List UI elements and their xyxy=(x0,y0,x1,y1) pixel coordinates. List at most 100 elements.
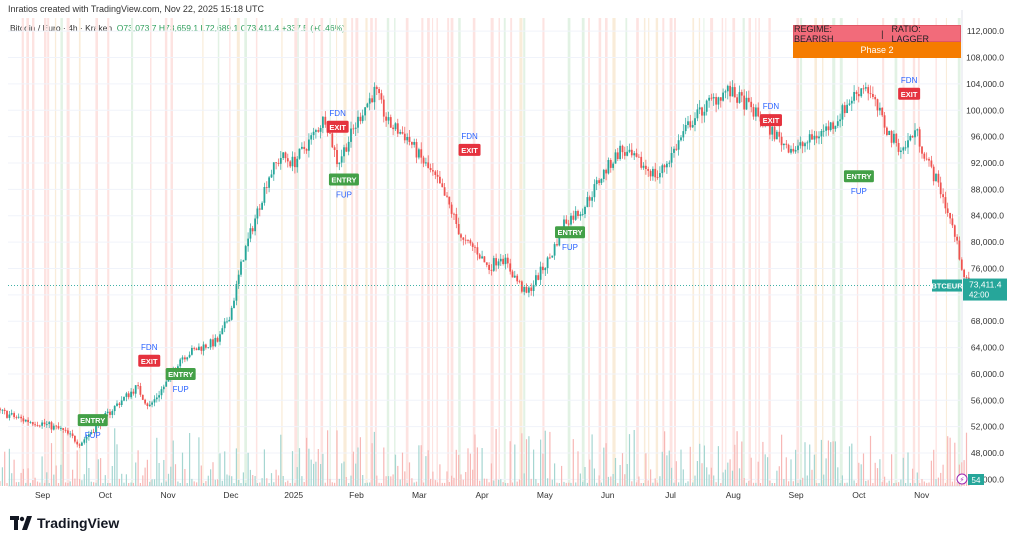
volume-bar xyxy=(48,483,50,486)
volume-bar xyxy=(944,482,946,486)
exit-signal[interactable]: EXIT FDN xyxy=(138,343,161,367)
candle xyxy=(368,98,371,104)
volume-bar xyxy=(825,458,827,486)
regime-stripe xyxy=(351,18,354,486)
volume-bar xyxy=(6,483,8,486)
regime-stripe xyxy=(662,18,665,486)
candle xyxy=(165,381,168,387)
volume-bar xyxy=(238,479,240,486)
volume-bar xyxy=(69,481,71,486)
candle xyxy=(794,150,797,152)
entry-signal[interactable]: ENTRY FUP xyxy=(555,226,586,252)
candle xyxy=(148,404,151,407)
candle xyxy=(747,97,750,102)
entry-signal[interactable]: ENTRY FUP xyxy=(77,414,108,440)
candle xyxy=(808,134,811,143)
volume-bar xyxy=(685,482,687,486)
entry-label: ENTRY xyxy=(846,172,871,181)
price-tick-label: 88,000.0 xyxy=(971,184,1004,194)
candle xyxy=(139,386,142,395)
volume-bar xyxy=(509,441,511,486)
candle xyxy=(682,131,685,138)
volume-bar xyxy=(834,441,836,486)
exit-signal[interactable]: EXIT FDN xyxy=(458,132,481,156)
candle xyxy=(52,425,55,430)
price-chart[interactable]: 44,000.0 48,000.0 52,000.0 56,000.0 60,000.0… xyxy=(0,0,1024,510)
candle xyxy=(228,319,231,322)
volume-bar xyxy=(189,433,191,486)
volume-bar xyxy=(277,475,280,486)
regime-stripe xyxy=(710,18,714,486)
volume-bar xyxy=(703,445,705,486)
candle xyxy=(296,158,299,168)
volume-bar xyxy=(57,483,60,486)
volume-bar xyxy=(29,482,31,486)
exit-signal[interactable]: EXIT FDN xyxy=(326,109,349,133)
candle xyxy=(134,385,137,394)
volume-bar xyxy=(530,478,532,486)
volume-bar xyxy=(439,464,441,486)
candle xyxy=(780,136,783,146)
candle xyxy=(626,151,629,156)
candle xyxy=(668,162,671,164)
volume-bar xyxy=(797,483,799,486)
candle xyxy=(776,131,778,140)
candle xyxy=(518,281,521,283)
volume-bar xyxy=(542,453,544,486)
volume-bar xyxy=(872,483,874,486)
volume-bar xyxy=(27,468,29,486)
time-tick-label: Jun xyxy=(601,490,615,500)
volume-bar xyxy=(867,480,869,486)
candle xyxy=(614,152,617,164)
regime-stripe xyxy=(472,18,476,486)
candle xyxy=(483,256,486,263)
volume-bar xyxy=(783,479,785,486)
volume-bar xyxy=(0,481,1,486)
regime-stripe xyxy=(297,18,299,486)
candle xyxy=(403,133,406,141)
volume-bar xyxy=(535,479,537,486)
volume-bar xyxy=(472,469,474,486)
entry-badge xyxy=(843,170,874,183)
volume-bar xyxy=(275,469,277,486)
regime-stripe xyxy=(510,18,513,486)
volume-bar xyxy=(846,482,848,486)
volume-bar xyxy=(408,462,411,486)
candle xyxy=(680,137,682,141)
volume-bar xyxy=(20,472,22,486)
regime-stripe xyxy=(894,18,898,486)
regime-stripe xyxy=(498,18,500,486)
exit-signal[interactable]: EXIT FDN xyxy=(898,76,921,100)
last-price-tag[interactable]: BTCEUR 73,411.442:00 xyxy=(931,278,1007,301)
candle xyxy=(876,99,879,111)
regime-stripes xyxy=(21,18,961,486)
volume-bar xyxy=(631,481,633,486)
candle xyxy=(537,275,540,280)
volume-bar xyxy=(715,482,717,486)
volume-bar xyxy=(111,466,113,486)
volume-bar xyxy=(757,461,759,486)
exit-label: EXIT xyxy=(461,146,478,155)
volume-bar xyxy=(135,462,137,486)
volume-bar xyxy=(752,482,755,486)
regime-stripe xyxy=(343,18,347,486)
entry-signal[interactable]: ENTRY FUP xyxy=(843,170,874,196)
candle xyxy=(607,160,610,174)
exit-signal[interactable]: EXIT FDN xyxy=(759,102,782,127)
candle xyxy=(623,152,626,156)
volume-bar xyxy=(366,482,368,486)
candle xyxy=(630,149,633,156)
ratio-label: RATIO: LAGGER xyxy=(891,23,929,44)
exit-label: EXIT xyxy=(901,90,918,99)
volume-bar xyxy=(518,479,521,486)
volume-bar xyxy=(160,482,163,486)
regime-stripe xyxy=(698,18,701,486)
entry-signal[interactable]: ENTRY FUP xyxy=(328,173,359,199)
regime-row: REGIME: BEARISH | RATIO: LAGGER xyxy=(793,23,961,44)
candle xyxy=(310,135,313,140)
entry-signal[interactable]: ENTRY FUP xyxy=(165,367,196,394)
volume-bar xyxy=(191,478,193,486)
candle xyxy=(312,131,315,136)
volume-bar xyxy=(455,449,457,486)
volume-bar xyxy=(235,448,237,486)
